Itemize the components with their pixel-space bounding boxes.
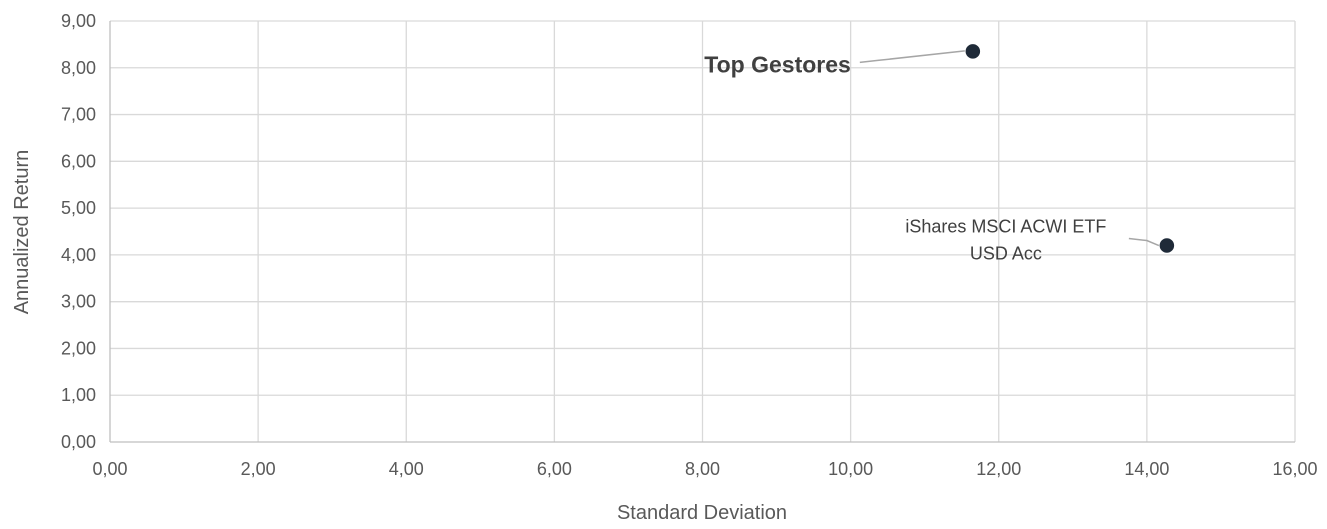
leader-lines: [859, 50, 1160, 247]
data-labels: Top Gestores iShares MSCI ACWI ETF USD Acc: [704, 51, 1106, 263]
x-tick-label: 10,00: [828, 459, 873, 479]
x-tick-label: 8,00: [685, 459, 720, 479]
x-tick-label: 2,00: [241, 459, 276, 479]
y-tick-label: 9,00: [61, 11, 96, 31]
data-label: USD Acc: [970, 244, 1042, 264]
y-tick-label: 2,00: [61, 338, 96, 358]
data-label: Top Gestores: [704, 51, 851, 77]
y-tick-label: 4,00: [61, 245, 96, 265]
data-point: [1159, 238, 1175, 253]
data-point: [965, 44, 981, 59]
axes: [109, 21, 1295, 443]
x-axis-title: Standard Deviation: [617, 502, 787, 524]
y-tick-label: 1,00: [61, 385, 96, 405]
x-tick-label: 16,00: [1272, 459, 1317, 479]
y-tick-label: 7,00: [61, 105, 96, 125]
gridlines: [110, 20, 1296, 442]
leader-line: [859, 50, 965, 64]
data-points: [965, 44, 1175, 253]
y-tick-label: 6,00: [61, 151, 96, 171]
x-tick-label: 14,00: [1124, 459, 1169, 479]
y-tick-label: 3,00: [61, 292, 96, 312]
y-tick-label: 0,00: [61, 432, 96, 452]
y-axis-title: Annualized Return: [11, 150, 33, 315]
x-tick-label: 0,00: [92, 459, 127, 479]
leader-line: [1128, 237, 1160, 247]
x-tick-label: 6,00: [537, 459, 572, 479]
y-tick-label: 8,00: [61, 58, 96, 78]
x-tick-label: 4,00: [389, 459, 424, 479]
data-label: iShares MSCI ACWI ETF: [905, 217, 1106, 237]
y-tick-label: 5,00: [61, 198, 96, 218]
x-tick-label: 12,00: [976, 459, 1021, 479]
tick-labels: 0,00 1,00 2,00 3,00 4,00 5,00 6,00 7,00 8,00 9,00…: [61, 11, 1318, 479]
